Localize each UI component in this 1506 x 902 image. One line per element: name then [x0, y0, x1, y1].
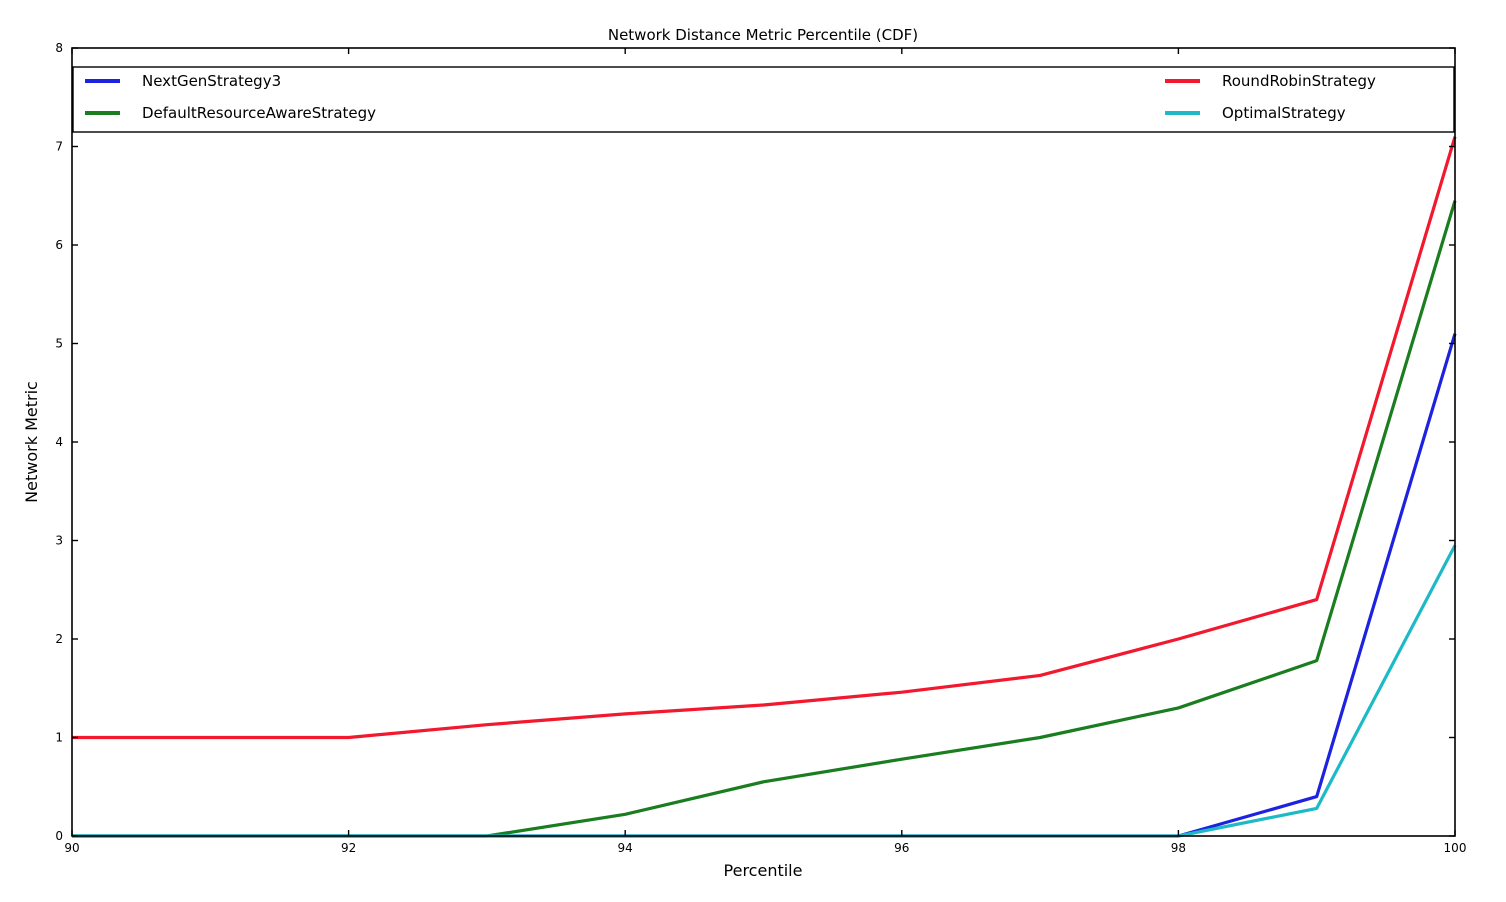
plot-border	[71, 47, 1456, 837]
y-tick-label: 5	[55, 337, 63, 351]
series-line-NextGenStrategy3	[72, 333, 1457, 838]
y-tick-label: 0	[55, 829, 63, 843]
y-tick-label: 4	[55, 435, 63, 449]
legend-box	[72, 66, 1455, 133]
series-line-OptimalStrategy	[72, 544, 1457, 838]
legend: NextGenStrategy3 DefaultResourceAwareStra…	[72, 66, 1455, 133]
y-tick-label: 6	[55, 238, 63, 252]
y-tick-label: 8	[55, 41, 63, 55]
legend-label-NextGenStrategy3: NextGenStrategy3	[142, 72, 281, 90]
legend-item-OptimalStrategy: OptimalStrategy	[1165, 104, 1346, 122]
series-line-DefaultResourceAwareStrategy	[72, 200, 1457, 838]
y-tick-label: 2	[55, 632, 63, 646]
legend-item-RoundRobinStrategy: RoundRobinStrategy	[1165, 72, 1376, 90]
x-tick-label: 94	[618, 841, 633, 855]
y-tick-label: 1	[55, 731, 63, 745]
plot-axes-layer: 90 92 94 96 98 100 0 1 2 3 4 5 6 7 8	[55, 41, 1466, 855]
legend-label-OptimalStrategy: OptimalStrategy	[1222, 104, 1346, 122]
legend-label-RoundRobinStrategy: RoundRobinStrategy	[1222, 72, 1376, 90]
legend-label-DefaultResourceAwareStrategy: DefaultResourceAwareStrategy	[142, 104, 376, 122]
chart-title: Network Distance Metric Percentile (CDF)	[608, 26, 918, 44]
x-tick-label: 96	[894, 841, 909, 855]
y-tick-label: 3	[55, 534, 63, 548]
legend-item-DefaultResourceAwareStrategy: DefaultResourceAwareStrategy	[85, 104, 376, 122]
legend-item-NextGenStrategy3: NextGenStrategy3	[85, 72, 281, 90]
y-tick-label: 7	[55, 140, 63, 154]
series-line-RoundRobinStrategy	[72, 136, 1457, 740]
y-axis-label: Network Metric	[22, 381, 41, 503]
x-tick-label: 100	[1444, 841, 1467, 855]
x-axis-label: Percentile	[724, 861, 803, 880]
x-tick-label: 98	[1171, 841, 1186, 855]
x-tick-label: 90	[64, 841, 79, 855]
plot-series-layer	[72, 136, 1457, 838]
x-tick-label: 92	[341, 841, 356, 855]
